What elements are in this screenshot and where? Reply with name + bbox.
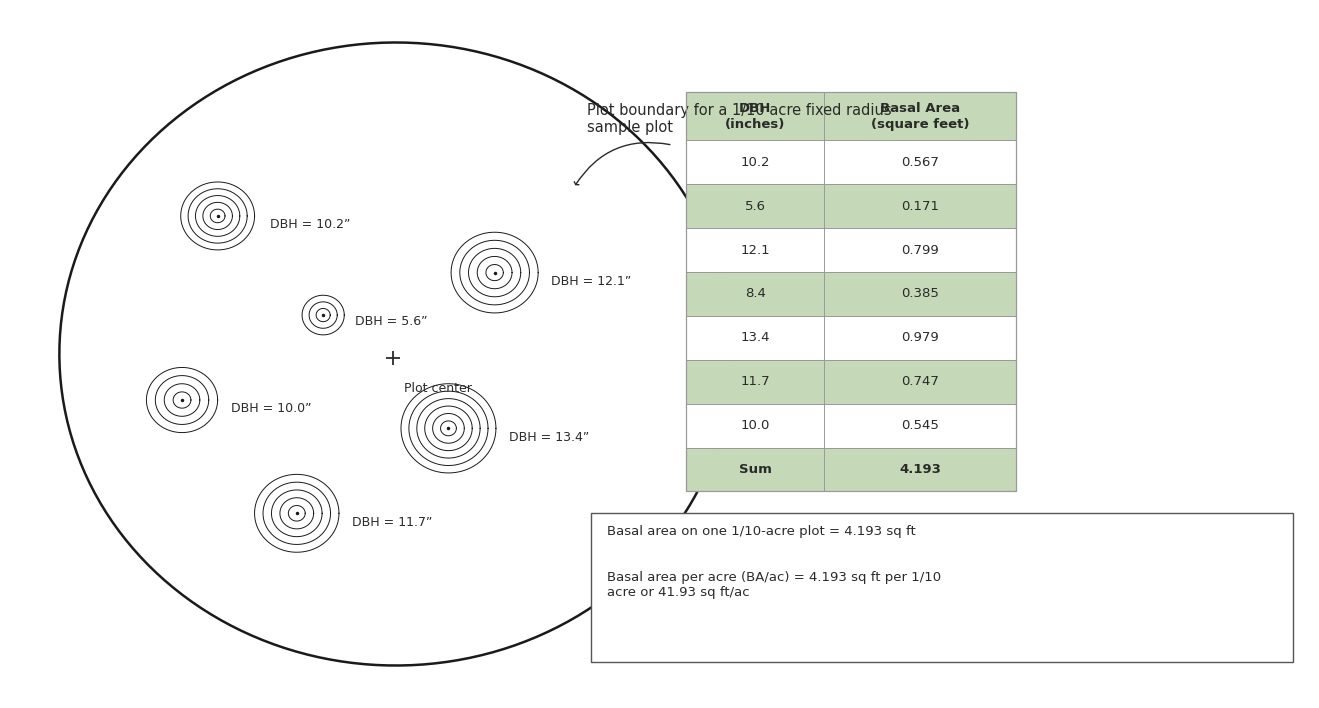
Text: 0.545: 0.545 [901,419,939,432]
Text: Basal area per acre (BA/ac) = 4.193 sq ft per 1/10
acre or 41.93 sq ft/ac: Basal area per acre (BA/ac) = 4.193 sq f… [607,571,940,600]
Text: 11.7: 11.7 [740,375,770,388]
Text: 13.4: 13.4 [740,331,770,344]
Text: DBH = 10.0”: DBH = 10.0” [231,402,311,415]
Text: 10.2: 10.2 [740,156,770,169]
Text: 0.979: 0.979 [901,331,939,344]
Bar [686,228,1016,272]
Text: DBH = 12.1”: DBH = 12.1” [551,275,632,288]
Text: Plot center: Plot center [404,382,471,395]
Text: DBH = 5.6”: DBH = 5.6” [355,315,427,329]
Bar [686,316,1016,360]
Text: DBH = 11.7”: DBH = 11.7” [352,516,433,529]
Text: Basal area on one 1/10-acre plot = 4.193 sq ft: Basal area on one 1/10-acre plot = 4.193… [607,525,915,538]
Text: Sum: Sum [739,463,772,476]
Text: 0.567: 0.567 [901,156,939,169]
Text: 0.799: 0.799 [901,244,939,256]
Bar [686,404,1016,447]
Text: DBH = 13.4”: DBH = 13.4” [509,431,590,444]
Text: 4.193: 4.193 [900,463,940,476]
Text: DBH
(inches): DBH (inches) [725,102,785,131]
Bar [686,92,1016,491]
Bar [686,140,1016,184]
Text: 0.171: 0.171 [901,200,939,212]
Bar [686,184,1016,228]
Text: Plot boundary for a 1/10 acre fixed radius
sample plot: Plot boundary for a 1/10 acre fixed radi… [587,103,892,135]
Bar [591,513,1293,662]
Bar [686,360,1016,404]
Bar [686,272,1016,316]
Bar [686,92,1016,140]
Text: Basal Area
(square feet): Basal Area (square feet) [871,102,969,131]
Text: 5.6: 5.6 [745,200,765,212]
Text: 8.4: 8.4 [745,287,765,300]
Text: 10.0: 10.0 [740,419,770,432]
Bar [686,447,1016,491]
Text: 0.385: 0.385 [901,287,939,300]
Text: DBH = 10.2”: DBH = 10.2” [270,218,351,232]
Text: 0.747: 0.747 [901,375,939,388]
Text: 12.1: 12.1 [740,244,770,256]
